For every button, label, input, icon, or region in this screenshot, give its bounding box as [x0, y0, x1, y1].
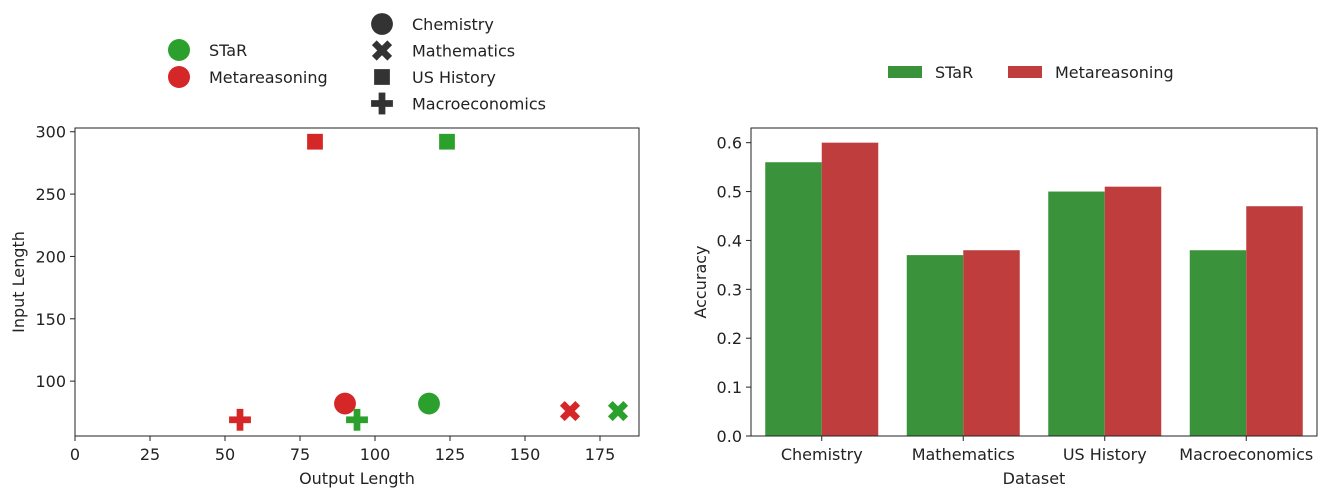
bar-metareasoning-us-history	[1104, 186, 1162, 436]
bar-y-tick-label: 0.0	[717, 427, 742, 446]
scatter-y-ticks: 100 150 200 250 300	[35, 123, 75, 391]
scatter-point-metareasoning-chemistry	[334, 392, 356, 415]
scatter-y-axis-label: Input Length	[9, 231, 28, 333]
bar-y-tick-label: 0.1	[717, 378, 742, 397]
scatter-x-tick-label: 150	[510, 445, 541, 464]
bar-star-macroeconomics	[1189, 250, 1247, 436]
legend-label-macroeconomics: Macroeconomics	[412, 95, 546, 114]
scatter-x-axis-label: Output Length	[299, 469, 415, 488]
bar-x-tick-label: Mathematics	[912, 445, 1015, 464]
bar-legend: STaR Metareasoning	[888, 63, 1174, 82]
scatter-x-tick-label: 50	[215, 445, 235, 464]
scatter-point-star-chemistry	[418, 392, 440, 415]
scatter-x-tick-label: 125	[435, 445, 466, 464]
scatter-x-tick-label: 75	[290, 445, 310, 464]
bar-x-tick-label: US History	[1063, 445, 1147, 464]
bar-y-tick-label: 0.4	[717, 231, 742, 250]
scatter-legend-methods: STaR Metareasoning	[168, 39, 328, 88]
scatter-y-tick-label: 300	[35, 123, 66, 142]
scatter-y-tick-label: 200	[35, 247, 66, 266]
bar-y-tick-label: 0.5	[717, 183, 742, 202]
scatter-y-tick-label: 250	[35, 185, 66, 204]
scatter-point-metareasoning-us-history	[307, 133, 323, 150]
bar-legend-swatch-metareasoning	[1008, 66, 1042, 78]
bar-y-axis-label: Accuracy	[691, 245, 710, 318]
scatter-point-star-macroeconomics	[346, 408, 368, 431]
legend-marker-star	[168, 39, 190, 61]
bar-y-tick-label: 0.2	[717, 329, 742, 348]
bar-x-tick-label: Macroeconomics	[1179, 445, 1313, 464]
scatter-points	[229, 133, 629, 431]
scatter-point-metareasoning-mathematics	[559, 400, 581, 422]
scatter-point-star-us-history	[439, 133, 455, 150]
bar-star-us-history	[1048, 191, 1105, 436]
legend-label-mathematics: Mathematics	[412, 42, 515, 61]
bar-metareasoning-chemistry	[821, 142, 879, 436]
bar-y-tick-label: 0.3	[717, 280, 742, 299]
scatter-point-metareasoning-macroeconomics	[229, 408, 251, 431]
bar-x-axis-label: Dataset	[1003, 469, 1066, 488]
bar-legend-swatch-star	[888, 66, 922, 78]
scatter-point-star-mathematics	[607, 400, 629, 422]
legend-label-metareasoning: Metareasoning	[209, 68, 328, 87]
legend-marker-chemistry	[371, 13, 393, 35]
legend-marker-mathematics	[371, 40, 393, 61]
bar-metareasoning-mathematics	[963, 250, 1020, 436]
bar-y-ticks: 0.0 0.1 0.2 0.3 0.4 0.5 0.6	[717, 134, 751, 446]
scatter-x-tick-label: 25	[140, 445, 160, 464]
bar-x-ticks: Chemistry Mathematics US History Macroecono…	[781, 436, 1313, 464]
bar-chart: STaR Metareasoning 0.00.10.20.30.40.50.6 …	[691, 63, 1318, 488]
legend-label-chemistry: Chemistry	[412, 15, 494, 34]
scatter-y-tick-label: 150	[35, 310, 66, 329]
bar-star-chemistry	[765, 162, 822, 436]
scatter-plot-frame	[74, 127, 640, 437]
scatter-x-tick-label: 175	[585, 445, 616, 464]
bar-y-tick-label: 0.6	[717, 134, 742, 153]
bar-legend-label-star: STaR	[935, 63, 973, 82]
scatter-x-tick-label: 100	[360, 445, 391, 464]
scatter-x-tick-label: 0	[70, 445, 80, 464]
bar-bars	[765, 142, 1303, 436]
scatter-x-ticks: 0 25 50 75 100 125 150 175	[70, 436, 615, 464]
scatter-y-tick-label: 100	[35, 372, 66, 391]
bar-star-mathematics	[906, 255, 964, 436]
legend-label-us-history: US History	[412, 68, 496, 87]
bar-legend-label-metareasoning: Metareasoning	[1055, 63, 1174, 82]
legend-marker-metareasoning	[168, 66, 190, 88]
scatter-legend-datasets: Chemistry Mathematics US History Macroecono…	[371, 13, 546, 115]
bar-metareasoning-macroeconomics	[1246, 206, 1303, 436]
legend-marker-macroeconomics	[371, 92, 393, 115]
bar-x-tick-label: Chemistry	[781, 445, 863, 464]
legend-marker-us-history	[374, 69, 390, 85]
bar-plot-frame	[750, 127, 1318, 437]
legend-label-star: STaR	[209, 41, 247, 60]
scatter-chart: STaR Metareasoning Chemistry Mathematics US…	[9, 13, 640, 488]
